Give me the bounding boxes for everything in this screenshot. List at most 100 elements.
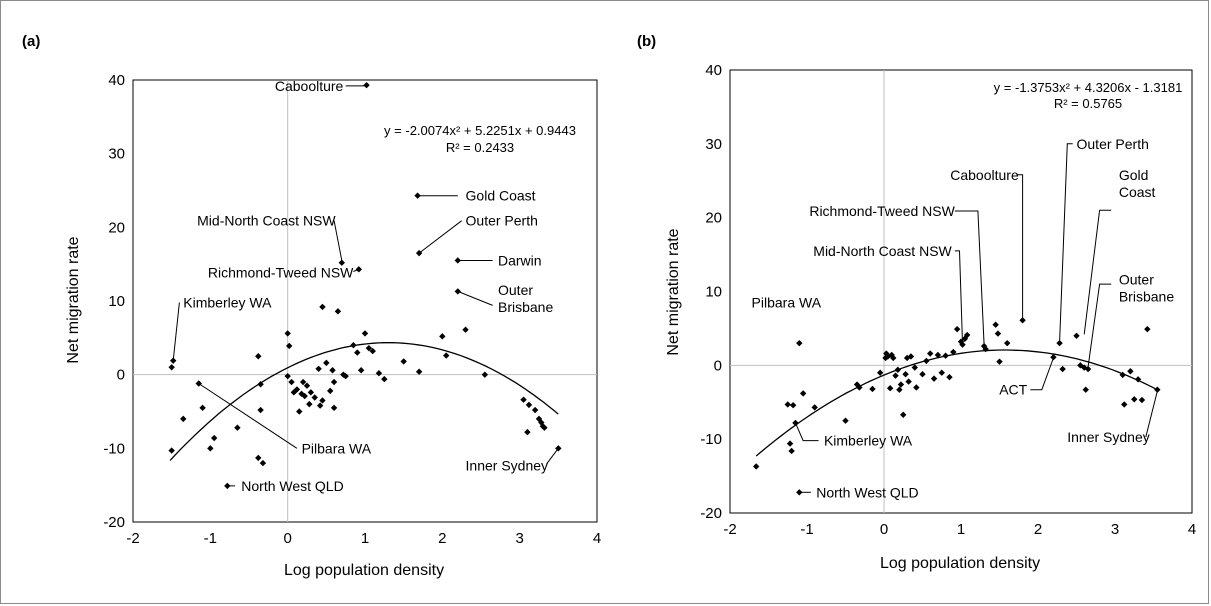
- data-point: [959, 341, 966, 348]
- data-point: [942, 352, 949, 359]
- data-point: [454, 257, 461, 264]
- data-point: [361, 330, 369, 337]
- data-point: [257, 406, 264, 414]
- data-point: [980, 342, 988, 350]
- data-point: [896, 386, 903, 393]
- annotation-leader: [333, 220, 343, 261]
- point-annotation: Brisbane: [1119, 289, 1174, 305]
- data-point: [1082, 386, 1089, 393]
- data-point: [211, 434, 218, 442]
- data-point: [301, 392, 308, 400]
- annotation-leader: [457, 290, 493, 306]
- data-point: [306, 400, 313, 408]
- data-point: [1131, 396, 1138, 403]
- point-annotation: Caboolture: [275, 78, 344, 94]
- x-tick-label: 3: [515, 530, 523, 547]
- data-point: [913, 384, 920, 391]
- point-annotation: Outer: [498, 282, 533, 298]
- trendline-r2: R² = 0.5765: [1054, 96, 1122, 111]
- data-point: [334, 308, 342, 315]
- data-point: [330, 404, 338, 412]
- x-axis-title: Log population density: [284, 562, 444, 579]
- data-point: [876, 369, 884, 376]
- x-tick-label: -1: [204, 530, 217, 547]
- data-point: [414, 192, 421, 199]
- data-point: [316, 402, 324, 409]
- x-tick-label: 0: [283, 530, 291, 547]
- y-axis-title: Net migration rate: [65, 236, 82, 363]
- data-point: [288, 378, 295, 386]
- trendline-r2: R² = 0.2433: [446, 140, 514, 155]
- data-point: [319, 303, 326, 311]
- point-annotation: Richmond-Tweed NSW: [809, 203, 955, 219]
- data-point: [329, 367, 336, 374]
- data-point: [927, 350, 934, 357]
- data-point: [257, 381, 264, 388]
- point-annotation: North West QLD: [241, 478, 343, 494]
- data-point: [284, 372, 291, 380]
- x-axis-title: Log population density: [880, 555, 1040, 572]
- point-annotation: ACT: [999, 382, 1027, 398]
- data-point: [1073, 332, 1080, 339]
- point-annotation: Pilbara WA: [752, 295, 822, 311]
- data-point: [1056, 339, 1063, 347]
- y-tick-label: 10: [705, 284, 722, 301]
- trendline-equation: y = -2.0074x² + 5.2251x + 0.9443: [384, 123, 576, 138]
- y-tick-label: 40: [108, 72, 125, 89]
- data-point: [520, 396, 527, 403]
- data-point: [415, 368, 423, 375]
- annotation-leader: [418, 220, 463, 254]
- annotation-leader: [1087, 283, 1112, 368]
- x-tick-label: 0: [880, 521, 888, 538]
- data-point: [255, 353, 262, 360]
- point-annotation: North West QLD: [816, 484, 918, 500]
- point-annotation: Gold Coast: [466, 188, 536, 204]
- point-annotation: Brisbane: [498, 299, 553, 315]
- data-point: [953, 325, 961, 333]
- data-point: [224, 482, 231, 490]
- data-point: [307, 389, 315, 396]
- data-point: [207, 445, 214, 452]
- data-point: [296, 408, 303, 415]
- point-annotation: Coast: [1119, 184, 1156, 200]
- data-point: [538, 419, 545, 426]
- data-point: [897, 381, 905, 388]
- data-point: [327, 387, 334, 395]
- data-point: [365, 344, 373, 352]
- plot-area: [729, 69, 1193, 514]
- data-point: [199, 404, 206, 412]
- data-point: [788, 447, 795, 455]
- x-tick-label: 3: [1111, 521, 1119, 538]
- data-point: [1144, 325, 1151, 333]
- point-annotation: Kimberley WA: [183, 294, 272, 310]
- annotation-leader: [1083, 209, 1112, 335]
- data-point: [900, 411, 907, 419]
- y-tick-label: 20: [705, 210, 722, 227]
- data-point: [1050, 354, 1057, 361]
- data-point: [375, 369, 383, 377]
- data-point: [462, 326, 469, 333]
- trendline: [169, 342, 559, 461]
- x-tick-label: -2: [126, 530, 139, 547]
- data-point: [525, 401, 533, 409]
- data-point: [259, 459, 267, 467]
- data-point: [856, 384, 863, 391]
- point-annotation: Darwin: [498, 252, 542, 268]
- point-annotation: Outer: [1119, 272, 1154, 288]
- x-tick-label: 2: [1034, 521, 1042, 538]
- y-tick-label: 30: [705, 136, 722, 153]
- data-point: [350, 342, 357, 349]
- data-point: [354, 349, 361, 356]
- data-point: [1119, 371, 1126, 379]
- data-point: [911, 364, 918, 371]
- data-point: [170, 357, 177, 364]
- point-annotation: Pilbara WA: [302, 440, 372, 456]
- data-point: [784, 401, 791, 408]
- data-point: [894, 366, 902, 373]
- x-tick-label: 1: [957, 521, 965, 538]
- data-point: [786, 440, 794, 447]
- data-point: [752, 463, 760, 470]
